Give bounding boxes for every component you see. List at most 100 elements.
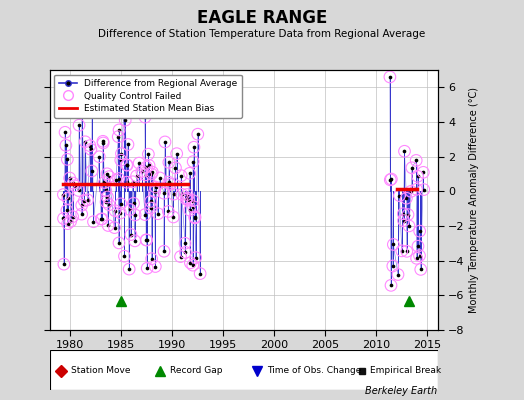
Point (115, 127, 123, 133)
Point (412, 186, 421, 192)
Point (147, 171, 156, 177)
Point (64, 195, 72, 202)
Point (178, 191, 186, 198)
Point (156, 175, 164, 181)
Point (191, 214, 199, 220)
Point (98, 216, 106, 222)
Point (169, 214, 178, 220)
Point (417, 266, 425, 273)
Point (170, 191, 178, 197)
Point (78, 211, 86, 217)
Point (416, 252, 424, 259)
Point (86, 146, 95, 152)
Point (138, 168, 146, 175)
FancyBboxPatch shape (50, 350, 438, 390)
Point (67, 218, 75, 225)
Point (189, 204, 198, 210)
Point (105, 202, 113, 208)
Point (183, 195, 191, 201)
Point (178, 191, 186, 198)
Point (116, 210, 125, 216)
Point (151, 184, 160, 190)
Point (147, 256, 156, 262)
Point (80, 198, 89, 204)
Point (115, 127, 123, 133)
Point (420, 186, 428, 193)
Point (387, 282, 395, 288)
Point (116, 210, 125, 216)
Point (100, 179, 108, 186)
Point (147, 256, 156, 262)
Point (387, 176, 396, 182)
Point (402, 195, 411, 202)
Point (387, 282, 395, 288)
Point (111, 208, 119, 214)
Point (75, 122, 83, 128)
Legend: Difference from Regional Average, Quality Control Failed, Estimated Station Mean: Difference from Regional Average, Qualit… (54, 74, 242, 118)
Point (141, 172, 150, 178)
Point (413, 173, 422, 180)
Point (414, 243, 422, 249)
Point (189, 262, 197, 268)
Point (135, 160, 143, 166)
Point (191, 215, 199, 221)
Point (64, 195, 72, 202)
Point (387, 176, 396, 182)
Point (193, 131, 202, 137)
Point (399, 210, 408, 217)
Point (114, 134, 123, 140)
Point (186, 260, 194, 266)
Point (143, 265, 151, 272)
Point (154, 210, 162, 217)
Point (190, 144, 198, 150)
Point (89, 218, 97, 225)
Point (124, 141, 132, 148)
Point (394, 271, 402, 278)
Point (123, 162, 131, 168)
Point (143, 265, 151, 272)
Point (172, 150, 181, 157)
Y-axis label: Monthly Temperature Anomaly Difference (°C): Monthly Temperature Anomaly Difference (… (468, 87, 478, 313)
Point (189, 158, 198, 165)
Point (150, 188, 159, 195)
Point (413, 173, 422, 180)
Point (176, 254, 184, 260)
Point (74, 187, 83, 194)
Text: Record Gap: Record Gap (170, 366, 223, 375)
Text: Time of Obs. Change: Time of Obs. Change (267, 366, 362, 375)
Point (144, 151, 152, 158)
Point (123, 162, 131, 168)
Point (386, 177, 395, 183)
Point (181, 249, 190, 256)
Point (399, 210, 408, 217)
Point (126, 206, 134, 213)
Point (412, 186, 421, 192)
Point (69, 180, 78, 186)
Point (412, 255, 421, 262)
Point (63, 156, 72, 162)
Point (419, 169, 428, 176)
Point (160, 248, 168, 254)
Point (181, 240, 189, 246)
Point (125, 266, 134, 272)
Point (186, 260, 194, 266)
Point (120, 253, 128, 259)
Point (83, 197, 92, 203)
Point (88, 168, 96, 174)
Point (117, 157, 125, 163)
Point (141, 211, 149, 218)
Point (189, 204, 198, 210)
Point (166, 181, 174, 188)
Point (184, 197, 193, 204)
Point (420, 186, 428, 193)
Point (412, 157, 420, 164)
Point (416, 228, 424, 234)
Point (86, 146, 95, 152)
Point (412, 157, 420, 164)
Point (177, 172, 185, 179)
Point (112, 177, 121, 183)
Point (147, 198, 155, 205)
Point (150, 188, 159, 195)
Point (144, 151, 152, 158)
Point (116, 201, 125, 207)
